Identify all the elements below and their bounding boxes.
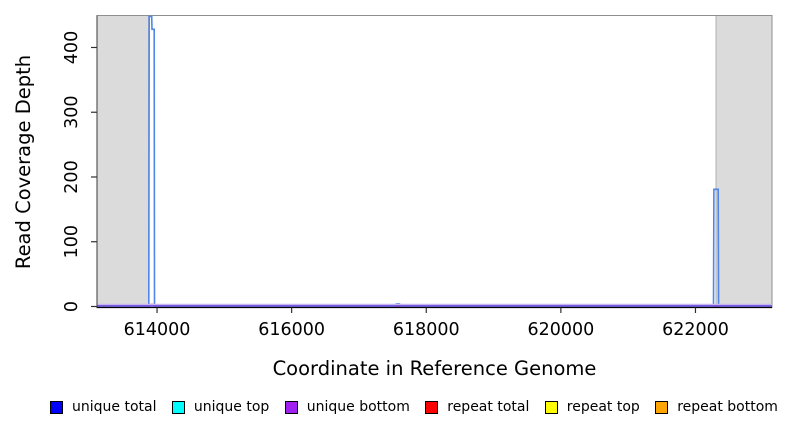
x-tick-label: 618000 (393, 320, 460, 340)
legend-label-unique-top: unique top (193, 398, 270, 415)
coverage-chart-svg: 614000 616000 618000 620000 622000 0 100 200 300… (12, 15, 773, 380)
legend-swatch-unique-bottom (284, 400, 298, 414)
legend-label-unique-bottom: unique bottom (306, 398, 410, 415)
legend-swatch-unique-total (50, 400, 63, 414)
legend-swatch-repeat-total (425, 400, 439, 414)
masked-region-band (96, 15, 150, 307)
legend-item-repeat-top: repeat top (544, 398, 640, 415)
legend-swatch-unique-top (171, 400, 185, 414)
legend-label-repeat-total: repeat total (447, 398, 530, 415)
y-tick-label: 100 (62, 225, 82, 258)
legend-item-unique-top: unique top (171, 398, 270, 415)
legend-item-repeat-total: repeat total (425, 400, 529, 415)
legend-swatch-repeat-bottom (655, 400, 669, 414)
x-axis-title: Coordinate in Reference Genome (273, 357, 597, 380)
legend-item-unique-total: unique total (50, 400, 156, 415)
masked-region-band (715, 15, 773, 307)
legend-label-repeat-top: repeat top (566, 398, 640, 415)
y-tick-label: 0 (62, 301, 82, 312)
x-tick-label: 614000 (124, 320, 191, 340)
x-tick-label: 622000 (662, 320, 729, 340)
legend-swatch-repeat-top (544, 400, 558, 414)
y-tick-label: 300 (62, 95, 82, 128)
plot-area (97, 15, 772, 308)
chart-legend: unique total unique top unique bottom re… (50, 394, 778, 420)
legend-label-repeat-bottom: repeat bottom (677, 398, 778, 415)
legend-item-repeat-bottom: repeat bottom (655, 400, 778, 415)
legend-item-unique-bottom: unique bottom (284, 398, 410, 415)
x-tick-label: 620000 (527, 320, 594, 340)
y-tick-label: 200 (62, 160, 82, 193)
legend-label-unique-total: unique total (72, 398, 157, 415)
y-tick-label: 400 (62, 31, 82, 64)
x-tick-label: 616000 (258, 320, 325, 340)
y-axis-title: Read Coverage Depth (12, 55, 35, 269)
